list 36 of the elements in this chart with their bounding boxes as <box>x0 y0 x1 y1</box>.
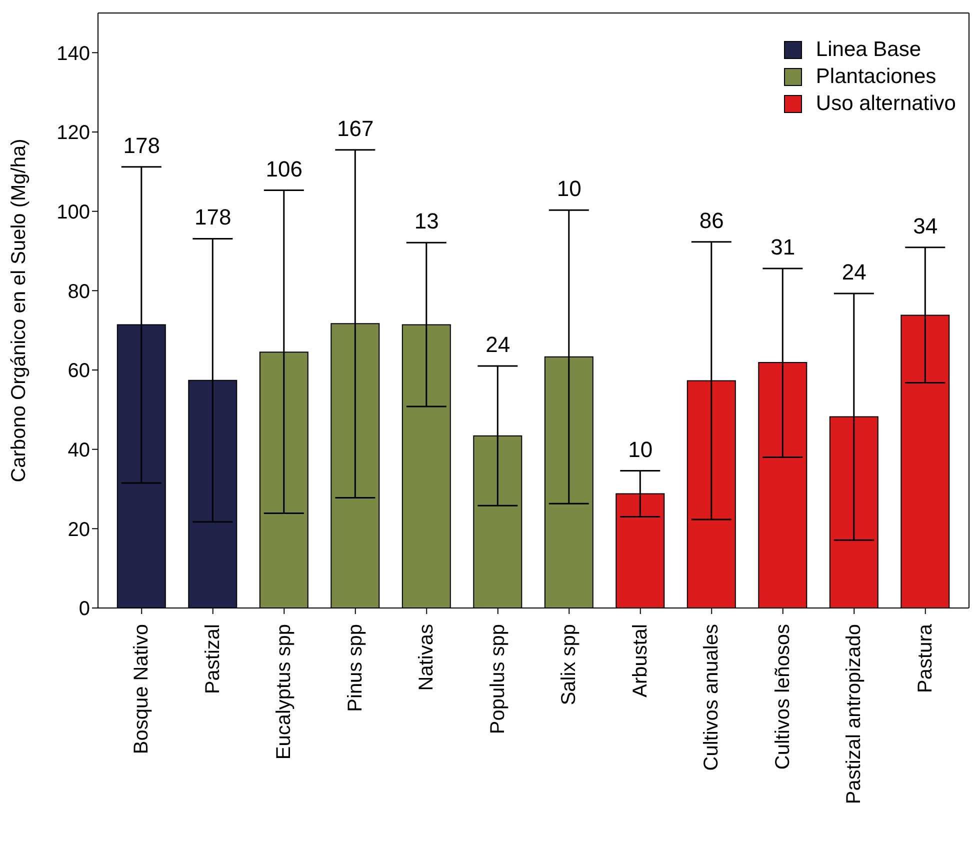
x-tick-label: Cultivos anuales <box>700 624 723 771</box>
x-tick-label: Salix spp <box>558 624 580 706</box>
y-tick-label: 20 <box>68 518 90 541</box>
x-tick-label: Bosque Nativo <box>130 624 153 754</box>
y-tick-label: 140 <box>56 42 90 65</box>
annotation: 167 <box>337 116 374 141</box>
annotation: 178 <box>123 132 160 158</box>
legend-label: Uso alternativo <box>816 91 956 117</box>
annotation: 31 <box>770 234 796 260</box>
annotation: 86 <box>699 208 724 233</box>
annotation: 106 <box>266 156 302 182</box>
x-tick-label: Eucalyptus spp <box>273 624 296 760</box>
x-tick-label: Pinus spp <box>344 624 366 712</box>
y-tick-label: 120 <box>56 122 90 144</box>
annotation: 13 <box>414 208 439 234</box>
x-tick-label: Arbustal <box>629 624 652 698</box>
y-tick-label: 80 <box>68 280 90 303</box>
annotation: 34 <box>913 213 938 238</box>
annotation: 10 <box>556 176 582 202</box>
x-tick-label: Populus spp <box>486 624 509 734</box>
x-tick-label: Cultivos leñosos <box>772 624 794 770</box>
y-tick-label: 40 <box>68 439 90 462</box>
annotation: 10 <box>628 436 653 462</box>
y-axis-title: Carbono Orgánico en el Suelo (Mg/ha) <box>8 138 30 482</box>
legend-label: Plantaciones <box>816 64 936 90</box>
x-tick-label: Pastizal <box>202 624 224 694</box>
y-tick-label: 0 <box>78 598 90 620</box>
annotation: 24 <box>486 332 510 358</box>
x-tick-label: Nativas <box>416 624 438 691</box>
annotation: 178 <box>194 204 232 230</box>
x-tick-label: Pastizal antropizado <box>843 624 866 804</box>
annotation: 24 <box>842 259 866 284</box>
y-tick-label: 60 <box>68 360 90 382</box>
x-tick-label: Pastura <box>914 623 936 693</box>
y-tick-label: 100 <box>56 201 90 224</box>
legend-label: Linea Base <box>816 37 922 63</box>
